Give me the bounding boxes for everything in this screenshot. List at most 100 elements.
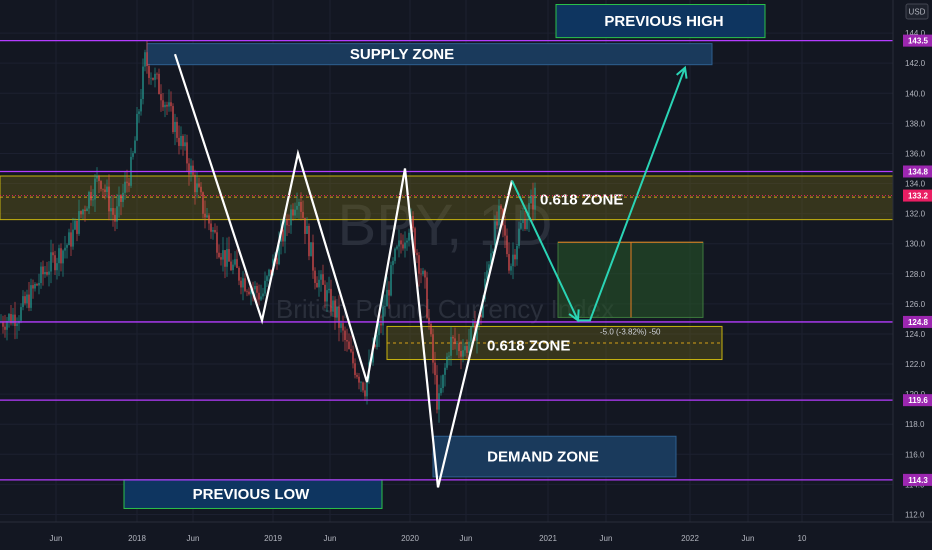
time-tick-label: 2018 <box>128 534 146 543</box>
price-tick-label: 136.0 <box>905 149 926 158</box>
candle-body <box>518 228 520 246</box>
price-tick-label: 124.0 <box>905 330 926 339</box>
time-tick-label: 2019 <box>264 534 282 543</box>
candle-body <box>244 278 246 292</box>
currency-badge-box <box>905 3 929 20</box>
candle-body <box>416 252 418 256</box>
candle-body <box>386 289 388 307</box>
candle-body <box>88 191 90 209</box>
candle-body <box>200 186 202 193</box>
candle-body <box>352 351 354 364</box>
candle-body <box>70 232 72 247</box>
candle-body <box>230 261 232 271</box>
price-tag-label: 143.5 <box>908 37 929 46</box>
candle-body <box>260 296 262 300</box>
candle-body <box>164 104 166 108</box>
candle-body <box>492 251 494 254</box>
candle-body <box>422 270 424 275</box>
candle-body <box>54 255 56 271</box>
candle-body <box>252 288 254 290</box>
candle-body <box>38 282 40 286</box>
candle-body <box>102 188 104 190</box>
zone-box <box>123 479 383 509</box>
candle-body <box>176 121 178 138</box>
candle-body <box>224 250 226 267</box>
measure-label: -5.0 (-3.82%) -50 <box>600 327 661 336</box>
price-tag-label: 134.8 <box>908 167 929 176</box>
candle-body <box>76 220 78 234</box>
candle-body <box>276 258 278 265</box>
candle-body <box>500 205 502 209</box>
candle-body <box>462 350 464 357</box>
candle-body <box>424 270 426 278</box>
candle-body <box>496 221 498 226</box>
candle-body <box>108 186 110 212</box>
price-tag-label: 133.2 <box>908 192 929 201</box>
candle-body <box>148 66 150 78</box>
candle-body <box>376 335 378 347</box>
candle-body <box>346 340 348 342</box>
candle-body <box>358 376 360 383</box>
candle-body <box>190 165 192 175</box>
candle-body <box>62 250 64 264</box>
candle-body <box>452 336 454 339</box>
currency-badge[interactable]: USD <box>905 3 929 20</box>
candle-body <box>472 321 474 327</box>
candle-body <box>436 375 438 410</box>
candle-body <box>524 218 526 229</box>
candle-body <box>532 195 534 210</box>
candle-body <box>218 252 220 258</box>
candle-body <box>464 346 466 351</box>
zone-label: 0.618 ZONE <box>540 192 623 209</box>
candle-body <box>426 277 428 318</box>
projection-path <box>511 67 686 322</box>
candle-body <box>380 323 382 326</box>
candle-body <box>34 283 36 289</box>
candle-body <box>72 229 74 247</box>
candle-body <box>486 270 488 279</box>
candle-body <box>310 242 312 257</box>
time-tick-label: Jun <box>324 534 337 543</box>
candle-body <box>490 253 492 265</box>
candle-body <box>284 219 286 242</box>
candle-body <box>206 215 208 218</box>
candle-body <box>338 306 340 328</box>
candle-body <box>36 283 38 286</box>
candle-body <box>354 363 356 376</box>
candle-body <box>504 225 506 236</box>
candle-body <box>178 137 180 146</box>
price-tag-box <box>903 394 932 407</box>
candle-body <box>156 73 158 75</box>
candle-body <box>382 306 384 326</box>
price-tick-label: 112.0 <box>905 510 925 519</box>
zone-labels-layer: SUPPLY ZONE 0.618 ZONE 0.618 ZONE DEMAND ZO… <box>193 13 724 503</box>
time-axis[interactable]: Jun 2018 Jun 2019 Jun 2020 Jun 2021 Jun 2022 Jun 10 <box>0 521 932 550</box>
candle-body <box>298 201 300 206</box>
candle-body <box>324 284 326 302</box>
drawings-layer <box>173 53 688 488</box>
candle-body <box>192 165 194 175</box>
candle-body <box>124 181 126 193</box>
candle-body <box>258 292 260 300</box>
candle-body <box>14 314 16 326</box>
candle-body <box>480 314 482 318</box>
candle-body <box>306 225 308 234</box>
candle-body <box>468 341 470 353</box>
candle-body <box>222 250 224 260</box>
candle-body <box>420 273 422 275</box>
candle-body <box>248 291 250 295</box>
candle-body <box>246 291 248 292</box>
candle-body <box>198 183 200 187</box>
candle-body <box>60 248 62 264</box>
candle-body <box>172 106 174 133</box>
zone-label: DEMAND ZONE <box>487 449 599 466</box>
price-tick-label: 128.0 <box>905 270 926 279</box>
zone-label: SUPPLY ZONE <box>350 46 454 63</box>
candle-body <box>154 73 156 80</box>
candle-body <box>118 195 120 207</box>
candle-body <box>204 213 206 218</box>
candle-body <box>488 264 490 271</box>
candle-body <box>458 343 460 351</box>
